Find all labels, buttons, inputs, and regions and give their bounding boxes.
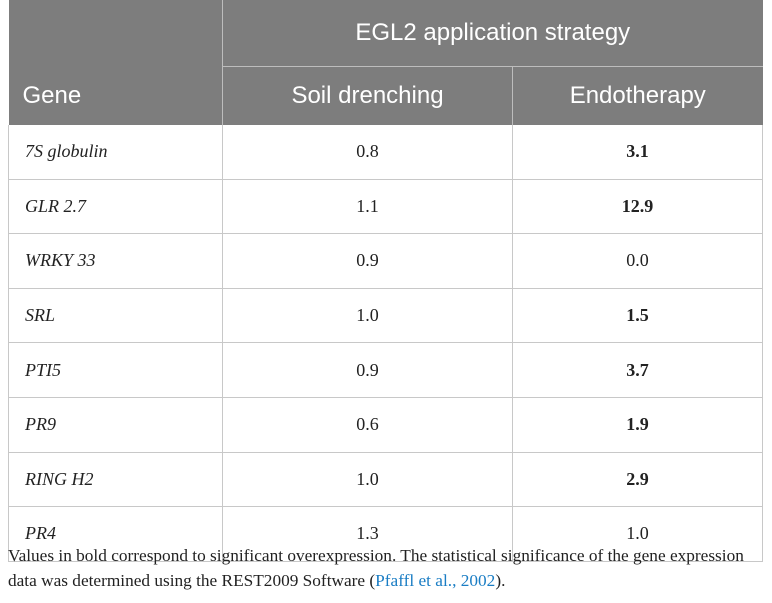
gene-cell: WRKY 33 xyxy=(8,233,223,289)
value-cell: 0.9 xyxy=(222,342,513,398)
table-row: GLR 2.7 1.1 12.9 xyxy=(8,179,763,235)
header-row: Gene Soil drenching Endotherapy xyxy=(8,66,763,125)
value-cell: 1.0 xyxy=(511,506,763,562)
gene-cell: 7S globulin xyxy=(8,125,223,180)
table-row: PTI5 0.9 3.7 xyxy=(8,342,763,398)
value-cell: 2.9 xyxy=(511,452,763,508)
value-cell: 12.9 xyxy=(511,179,763,235)
table-row: RING H2 1.0 2.9 xyxy=(8,452,763,508)
group-header: EGL2 application strategy xyxy=(221,0,763,67)
table-row: PR9 0.6 1.9 xyxy=(8,397,763,453)
column-header: Gene xyxy=(8,66,223,125)
value-cell: 0.0 xyxy=(511,233,763,289)
value-cell: 3.7 xyxy=(511,342,763,398)
column-header: Soil drenching xyxy=(222,66,513,125)
table-row: 7S globulin 0.8 3.1 xyxy=(8,125,763,180)
table-row: PR4 1.3 1.0 xyxy=(8,506,763,562)
value-cell: 1.0 xyxy=(222,452,513,508)
value-cell: 1.9 xyxy=(511,397,763,453)
gene-cell: SRL xyxy=(8,288,223,344)
table-header: EGL2 application strategy Gene Soil dren… xyxy=(8,0,763,125)
gene-cell: PTI5 xyxy=(8,342,223,398)
data-table: EGL2 application strategy Gene Soil dren… xyxy=(8,0,763,562)
value-cell: 0.9 xyxy=(222,233,513,289)
citation-link[interactable]: Pfaffl et al., 2002 xyxy=(375,571,496,590)
value-cell: 3.1 xyxy=(511,125,763,180)
value-cell: 1.5 xyxy=(511,288,763,344)
footnote-text: ). xyxy=(495,571,506,590)
footnote: Values in bold correspond to significant… xyxy=(8,543,768,593)
footnote-text: Values in bold correspond to significant… xyxy=(8,546,744,590)
table-body: 7S globulin 0.8 3.1 GLR 2.7 1.1 12.9 WRKY 33 0.… xyxy=(8,125,763,562)
gene-cell: PR9 xyxy=(8,397,223,453)
empty-header xyxy=(8,0,223,67)
column-header: Endotherapy xyxy=(511,66,763,125)
header-row: EGL2 application strategy xyxy=(8,0,763,67)
gene-cell: RING H2 xyxy=(8,452,223,508)
gene-cell: PR4 xyxy=(8,506,223,562)
value-cell: 1.3 xyxy=(222,506,513,562)
value-cell: 0.6 xyxy=(222,397,513,453)
gene-cell: GLR 2.7 xyxy=(8,179,223,235)
value-cell: 1.1 xyxy=(222,179,513,235)
table-row: WRKY 33 0.9 0.0 xyxy=(8,233,763,289)
table-row: SRL 1.0 1.5 xyxy=(8,288,763,344)
value-cell: 0.8 xyxy=(222,125,513,180)
value-cell: 1.0 xyxy=(222,288,513,344)
